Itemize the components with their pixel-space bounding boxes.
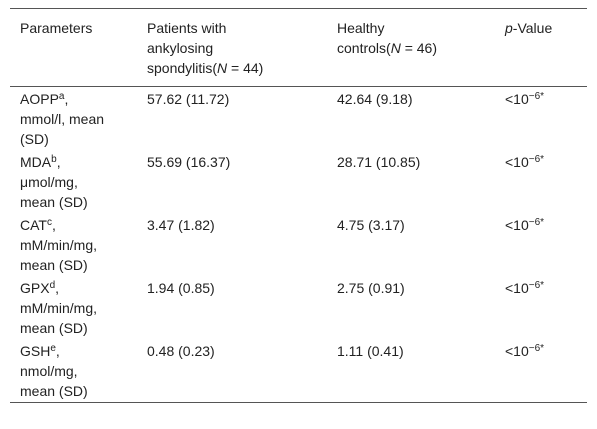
table-cell: <10−6*	[495, 276, 587, 339]
p-value-exponent: −6*	[529, 91, 544, 102]
parameter: AOPPa, mmol/l, mean (SD)	[20, 89, 112, 149]
table-cell: 3.47 (1.82)	[137, 213, 327, 276]
p-value-exponent: −6*	[529, 343, 544, 354]
table-cell: GSHe, nmol/mg, mean (SD)	[10, 339, 137, 403]
header-cell: p-Value	[495, 9, 587, 87]
table-row: MDAb, μmol/mg, mean (SD) 55.69 (16.37) 28.…	[10, 150, 587, 213]
parameter-unit: , mM/min/mg, mean (SD)	[20, 217, 97, 273]
p-value-base: <10	[505, 343, 529, 359]
header-cell: Healthy controls(N = 46)	[327, 9, 495, 87]
table-cell: <10−6*	[495, 213, 587, 276]
cell-text: 0.48 (0.23)	[147, 343, 215, 359]
header-tail: N = 46)	[391, 40, 437, 56]
table-cell: 42.64 (9.18)	[327, 87, 495, 151]
header-wrap: Patients with ankylosing spondylitis(N =…	[147, 18, 263, 78]
table-body: AOPPa, mmol/l, mean (SD) 57.62 (11.72) 42.…	[10, 87, 587, 403]
cell-text: 1.94 (0.85)	[147, 280, 215, 296]
table-cell: <10−6*	[495, 87, 587, 151]
header-text: Parameters	[20, 20, 93, 36]
table-cell: 0.48 (0.23)	[137, 339, 327, 403]
cell-text: 42.64 (9.18)	[337, 91, 413, 107]
table-row: GPXd, mM/min/mg, mean (SD) 1.94 (0.85) 2.7…	[10, 276, 587, 339]
table-cell: CATc, mM/min/mg, mean (SD)	[10, 213, 137, 276]
table-cell: <10−6*	[495, 150, 587, 213]
p-value-exponent: −6*	[529, 154, 544, 165]
exponent: −6	[528, 91, 541, 102]
significance-mark: *	[540, 217, 545, 228]
footnote-mark: a	[58, 91, 65, 102]
header-variable: N	[390, 40, 401, 56]
table-row: AOPPa, mmol/l, mean (SD) 57.62 (11.72) 42.…	[10, 87, 587, 151]
p-value-base: <10	[505, 217, 529, 233]
parameter: GSHe, nmol/mg, mean (SD)	[20, 341, 112, 401]
significance-mark: *	[540, 154, 545, 165]
cell-text: 3.47 (1.82)	[147, 217, 215, 233]
header-text: = 46)	[400, 40, 438, 56]
cell-text: 2.75 (0.91)	[337, 280, 405, 296]
p-value-base: <10	[505, 280, 529, 296]
footnote-mark: b	[51, 154, 57, 165]
cell-text: 4.75 (3.17)	[337, 217, 405, 233]
cell-text: 1.11 (0.41)	[337, 343, 404, 359]
table-cell: GPXd, mM/min/mg, mean (SD)	[10, 276, 137, 339]
footnote-mark: d	[49, 280, 56, 291]
footnote-mark: c	[46, 217, 52, 228]
header-tail: N = 44)	[217, 60, 263, 76]
exponent: −6	[528, 154, 541, 165]
header-tail: p-Value	[505, 20, 552, 36]
cell-text: 55.69 (16.37)	[147, 154, 231, 170]
parameter-name: MDA	[20, 154, 52, 170]
table-cell: 28.71 (10.85)	[327, 150, 495, 213]
table-cell: 2.75 (0.91)	[327, 276, 495, 339]
parameter-unit: , mM/min/mg, mean (SD)	[20, 280, 97, 336]
table-cell: 4.75 (3.17)	[327, 213, 495, 276]
table-cell: AOPPa, mmol/l, mean (SD)	[10, 87, 137, 151]
parameter-name: CAT	[20, 217, 47, 233]
parameter: GPXd, mM/min/mg, mean (SD)	[20, 278, 112, 338]
data-table: Parameters Patients with ankylosing spond…	[10, 8, 587, 403]
header-cell: Patients with ankylosing spondylitis(N =…	[137, 9, 327, 87]
header-wrap: p-Value	[505, 18, 552, 38]
exponent: −6	[528, 217, 541, 228]
header-wrap: Healthy controls(N = 46)	[337, 18, 437, 58]
table-cell: 55.69 (16.37)	[137, 150, 327, 213]
parameter-name: GPX	[20, 280, 50, 296]
table-cell: <10−6*	[495, 339, 587, 403]
table-row: CATc, mM/min/mg, mean (SD) 3.47 (1.82) 4.7…	[10, 213, 587, 276]
table-cell: 1.94 (0.85)	[137, 276, 327, 339]
parameter: CATc, mM/min/mg, mean (SD)	[20, 215, 112, 275]
exponent: −6	[528, 280, 541, 291]
header-text: Healthy controls(	[337, 20, 391, 56]
parameter-name: AOPP	[20, 91, 59, 107]
header-row: Parameters Patients with ankylosing spond…	[10, 8, 587, 87]
cell-text: 57.62 (11.72)	[147, 91, 230, 107]
significance-mark: *	[540, 343, 545, 354]
table-cell: MDAb, μmol/mg, mean (SD)	[10, 150, 137, 213]
parameter-unit: , mmol/l, mean (SD)	[20, 91, 105, 147]
header-variable: p	[505, 20, 513, 36]
table-row: GSHe, nmol/mg, mean (SD) 0.48 (0.23) 1.11 …	[10, 339, 587, 403]
header-cell: Parameters	[10, 9, 137, 87]
table-cell: 57.62 (11.72)	[137, 87, 327, 151]
cell-text: 28.71 (10.85)	[337, 154, 421, 170]
header-text: = 44)	[227, 60, 264, 76]
footnote-mark: e	[50, 343, 56, 354]
header-variable: N	[217, 60, 228, 76]
parameter-unit: , μmol/mg, mean (SD)	[20, 154, 88, 210]
header-text: -Value	[512, 20, 553, 36]
significance-mark: *	[540, 280, 545, 291]
parameter-unit: , nmol/mg, mean (SD)	[20, 343, 88, 399]
table-cell: 1.11 (0.41)	[327, 339, 495, 403]
exponent: −6	[528, 343, 541, 354]
p-value-base: <10	[505, 154, 529, 170]
p-value-exponent: −6*	[529, 280, 544, 291]
significance-mark: *	[540, 91, 545, 102]
parameter: MDAb, μmol/mg, mean (SD)	[20, 152, 112, 212]
parameter-name: GSH	[20, 343, 51, 359]
header-text: Patients with ankylosing spondylitis(	[147, 20, 227, 76]
table-header: Parameters Patients with ankylosing spond…	[10, 8, 587, 87]
p-value-base: <10	[505, 91, 529, 107]
p-value-exponent: −6*	[529, 217, 544, 228]
